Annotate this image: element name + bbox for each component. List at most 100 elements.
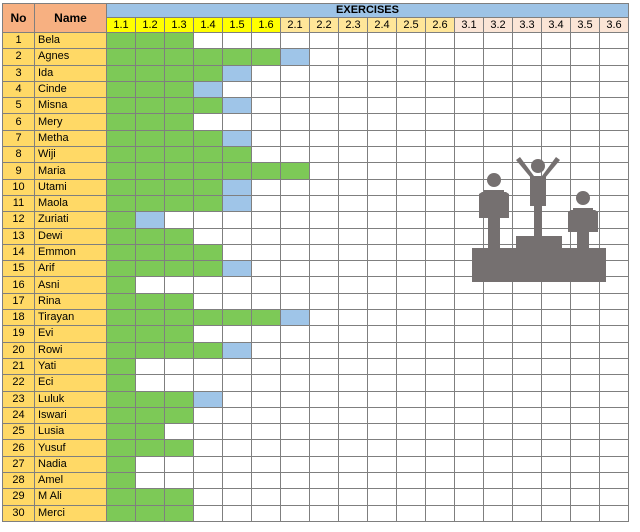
row-number[interactable]: 2 bbox=[2, 48, 35, 66]
progress-cell[interactable] bbox=[193, 439, 223, 457]
progress-cell[interactable] bbox=[396, 439, 426, 457]
progress-cell[interactable] bbox=[541, 406, 571, 425]
progress-cell[interactable] bbox=[367, 48, 397, 66]
progress-cell[interactable] bbox=[338, 146, 368, 164]
progress-cell[interactable] bbox=[396, 423, 426, 441]
row-number[interactable]: 20 bbox=[2, 341, 35, 359]
progress-cell[interactable] bbox=[483, 455, 513, 474]
progress-cell[interactable] bbox=[222, 211, 252, 229]
row-number[interactable]: 19 bbox=[2, 325, 35, 343]
progress-cell[interactable] bbox=[135, 292, 165, 311]
progress-cell[interactable] bbox=[280, 64, 310, 82]
progress-cell[interactable] bbox=[280, 472, 310, 490]
progress-cell[interactable] bbox=[309, 64, 339, 82]
progress-cell[interactable] bbox=[193, 31, 223, 50]
progress-cell[interactable] bbox=[396, 406, 426, 425]
progress-cell[interactable] bbox=[222, 48, 252, 66]
student-name[interactable]: Cinde bbox=[34, 80, 107, 99]
progress-cell[interactable] bbox=[454, 406, 484, 425]
progress-cell[interactable] bbox=[106, 162, 136, 180]
progress-cell[interactable] bbox=[512, 374, 542, 392]
progress-cell[interactable] bbox=[483, 390, 513, 408]
progress-cell[interactable] bbox=[280, 488, 310, 506]
progress-cell[interactable] bbox=[512, 406, 542, 425]
progress-cell[interactable] bbox=[164, 406, 194, 425]
progress-cell[interactable] bbox=[251, 276, 281, 294]
progress-cell[interactable] bbox=[425, 211, 455, 229]
progress-cell[interactable] bbox=[309, 357, 339, 376]
progress-cell[interactable] bbox=[570, 439, 600, 457]
progress-cell[interactable] bbox=[570, 64, 600, 82]
progress-cell[interactable] bbox=[135, 309, 165, 327]
progress-cell[interactable] bbox=[222, 146, 252, 164]
progress-cell[interactable] bbox=[599, 178, 629, 196]
progress-cell[interactable] bbox=[512, 80, 542, 99]
row-number[interactable]: 27 bbox=[2, 455, 35, 474]
progress-cell[interactable] bbox=[483, 406, 513, 425]
progress-cell[interactable] bbox=[135, 97, 165, 115]
progress-cell[interactable] bbox=[570, 309, 600, 327]
progress-cell[interactable] bbox=[599, 472, 629, 490]
progress-cell[interactable] bbox=[425, 488, 455, 506]
progress-cell[interactable] bbox=[251, 488, 281, 506]
progress-cell[interactable] bbox=[193, 504, 223, 522]
progress-cell[interactable] bbox=[454, 129, 484, 148]
progress-cell[interactable] bbox=[454, 178, 484, 196]
row-number[interactable]: 6 bbox=[2, 113, 35, 131]
student-name[interactable]: Agnes bbox=[34, 48, 107, 66]
progress-cell[interactable] bbox=[135, 423, 165, 441]
progress-cell[interactable] bbox=[338, 97, 368, 115]
progress-cell[interactable] bbox=[280, 227, 310, 245]
progress-cell[interactable] bbox=[599, 455, 629, 474]
progress-cell[interactable] bbox=[193, 80, 223, 99]
progress-cell[interactable] bbox=[367, 488, 397, 506]
progress-cell[interactable] bbox=[193, 211, 223, 229]
progress-cell[interactable] bbox=[483, 439, 513, 457]
progress-cell[interactable] bbox=[425, 64, 455, 82]
progress-cell[interactable] bbox=[483, 374, 513, 392]
progress-cell[interactable] bbox=[222, 80, 252, 99]
student-name[interactable]: Rina bbox=[34, 292, 107, 311]
progress-cell[interactable] bbox=[599, 113, 629, 131]
progress-cell[interactable] bbox=[425, 341, 455, 359]
progress-cell[interactable] bbox=[599, 341, 629, 359]
progress-cell[interactable] bbox=[541, 31, 571, 50]
progress-cell[interactable] bbox=[193, 243, 223, 262]
progress-cell[interactable] bbox=[454, 162, 484, 180]
progress-cell[interactable] bbox=[251, 341, 281, 359]
progress-cell[interactable] bbox=[338, 374, 368, 392]
progress-cell[interactable] bbox=[367, 194, 397, 213]
progress-cell[interactable] bbox=[541, 97, 571, 115]
row-number[interactable]: 21 bbox=[2, 357, 35, 376]
exercise-col-3-1[interactable]: 3.1 bbox=[454, 17, 484, 33]
progress-cell[interactable] bbox=[512, 504, 542, 522]
progress-cell[interactable] bbox=[541, 374, 571, 392]
exercise-col-2-1[interactable]: 2.1 bbox=[280, 17, 310, 33]
exercise-col-1-1[interactable]: 1.1 bbox=[106, 17, 136, 33]
progress-cell[interactable] bbox=[135, 194, 165, 213]
progress-cell[interactable] bbox=[164, 309, 194, 327]
progress-cell[interactable] bbox=[280, 309, 310, 327]
progress-cell[interactable] bbox=[367, 211, 397, 229]
progress-cell[interactable] bbox=[106, 227, 136, 245]
progress-cell[interactable] bbox=[106, 488, 136, 506]
student-name[interactable]: Iswari bbox=[34, 406, 107, 425]
row-number[interactable]: 13 bbox=[2, 227, 35, 245]
progress-cell[interactable] bbox=[251, 129, 281, 148]
progress-cell[interactable] bbox=[251, 162, 281, 180]
progress-cell[interactable] bbox=[483, 472, 513, 490]
progress-cell[interactable] bbox=[454, 113, 484, 131]
progress-cell[interactable] bbox=[135, 178, 165, 196]
progress-cell[interactable] bbox=[164, 178, 194, 196]
progress-cell[interactable] bbox=[425, 260, 455, 278]
progress-cell[interactable] bbox=[164, 260, 194, 278]
row-number[interactable]: 17 bbox=[2, 292, 35, 311]
row-number[interactable]: 22 bbox=[2, 374, 35, 392]
progress-cell[interactable] bbox=[222, 472, 252, 490]
row-number[interactable]: 5 bbox=[2, 97, 35, 115]
progress-cell[interactable] bbox=[425, 406, 455, 425]
progress-cell[interactable] bbox=[135, 472, 165, 490]
progress-cell[interactable] bbox=[280, 178, 310, 196]
progress-cell[interactable] bbox=[396, 260, 426, 278]
progress-cell[interactable] bbox=[367, 292, 397, 311]
